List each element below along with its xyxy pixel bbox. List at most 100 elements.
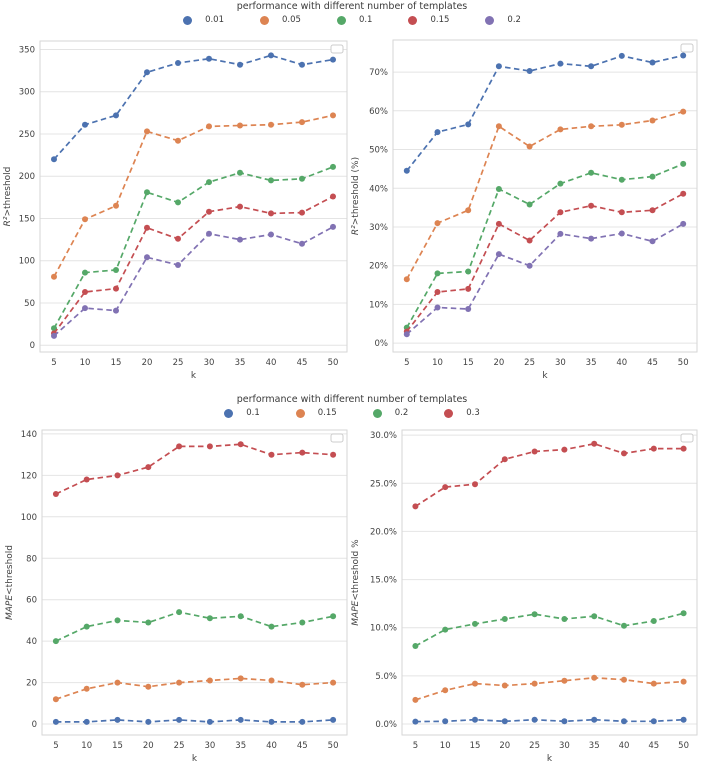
data-point bbox=[51, 332, 57, 339]
x-tick-label: 5 bbox=[404, 358, 409, 368]
x-tick-label: 5 bbox=[51, 358, 56, 368]
data-point bbox=[501, 456, 508, 463]
x-tick-label: 50 bbox=[678, 358, 689, 368]
data-point bbox=[113, 267, 119, 273]
data-point bbox=[649, 207, 656, 214]
data-point bbox=[330, 613, 337, 620]
series-line-0.2 bbox=[414, 612, 684, 647]
x-tick-label: 35 bbox=[586, 358, 597, 368]
data-point bbox=[680, 678, 687, 685]
x-tick-label: 30 bbox=[204, 358, 215, 368]
y-tick-label: 40% bbox=[369, 184, 388, 194]
y-tick-label: 30% bbox=[369, 223, 388, 233]
data-point bbox=[330, 56, 336, 63]
axes-border bbox=[401, 429, 698, 736]
x-tick-label: 5 bbox=[413, 741, 418, 751]
y-axis-label-math: MAPE bbox=[5, 595, 15, 620]
data-point bbox=[591, 440, 598, 447]
data-point bbox=[650, 618, 657, 624]
y-tick-label: 15.0% bbox=[370, 576, 397, 586]
x-tick-label: 30 bbox=[559, 741, 570, 751]
legend-top-title: performance with different number of tem… bbox=[236, 1, 468, 12]
data-point bbox=[113, 285, 119, 292]
x-tick-label: 10 bbox=[440, 741, 451, 751]
data-point bbox=[680, 108, 687, 115]
data-point bbox=[465, 285, 472, 292]
x-axis-label: k bbox=[547, 754, 553, 764]
data-point bbox=[465, 268, 472, 275]
legend-entry-label: 0.05 bbox=[282, 15, 301, 25]
data-point bbox=[618, 230, 625, 237]
y-axis-label: R²>threshold (%) bbox=[351, 157, 361, 235]
series-line-0.1 bbox=[53, 166, 334, 329]
data-point bbox=[588, 123, 595, 130]
series-line-0.1 bbox=[415, 718, 684, 723]
data-point bbox=[434, 289, 441, 295]
data-point bbox=[206, 615, 213, 622]
data-point bbox=[680, 52, 687, 59]
series-line-0.15 bbox=[55, 677, 334, 701]
data-point bbox=[403, 276, 410, 283]
y-tick-label: 300 bbox=[19, 88, 35, 98]
data-point bbox=[268, 121, 274, 128]
data-point bbox=[83, 718, 90, 725]
data-point bbox=[330, 451, 337, 458]
data-point bbox=[412, 503, 419, 510]
data-point bbox=[144, 128, 150, 135]
data-point bbox=[299, 240, 305, 247]
y-tick-label: 50% bbox=[369, 146, 388, 156]
data-point bbox=[145, 619, 152, 626]
data-point bbox=[618, 209, 625, 216]
legend-swatch-icon bbox=[183, 15, 193, 25]
data-point bbox=[561, 718, 568, 725]
data-point bbox=[82, 216, 88, 223]
data-point bbox=[237, 675, 244, 682]
y-tick-label: 120 bbox=[21, 471, 37, 481]
data-point bbox=[175, 60, 181, 66]
data-point bbox=[557, 60, 564, 67]
data-point bbox=[176, 716, 183, 723]
legend-entry: 0.3 bbox=[444, 408, 480, 418]
series-line-0.2 bbox=[53, 226, 334, 337]
data-point bbox=[434, 304, 441, 311]
y-tick-label: 0.0% bbox=[375, 720, 397, 730]
data-point bbox=[299, 61, 305, 68]
legend-bottom-entries: 0.1 0.15 0.2 0.3 bbox=[0, 408, 704, 418]
x-tick-label: 30 bbox=[204, 741, 215, 751]
legend-entry: 0.01 bbox=[183, 15, 224, 25]
x-tick-label: 40 bbox=[266, 741, 277, 751]
x-axis-label: k bbox=[192, 754, 198, 764]
data-point bbox=[82, 121, 88, 128]
x-tick-label: 10 bbox=[81, 741, 92, 751]
data-point bbox=[175, 137, 181, 144]
data-point bbox=[650, 718, 657, 725]
data-point bbox=[237, 203, 243, 210]
series-line-0.15 bbox=[406, 192, 684, 333]
data-point bbox=[299, 718, 306, 725]
legend-bottom-title: performance with different number of tem… bbox=[236, 394, 468, 405]
data-point bbox=[176, 443, 183, 450]
x-tick-label: 50 bbox=[328, 358, 339, 368]
legend-entry-label: 0.15 bbox=[430, 15, 450, 25]
data-point bbox=[434, 270, 441, 277]
data-point bbox=[680, 220, 687, 227]
y-axis-label-rest: >threshold (%) bbox=[351, 157, 361, 225]
data-point bbox=[649, 59, 656, 66]
data-point bbox=[557, 180, 564, 187]
y-axis-label-math: R² bbox=[3, 216, 13, 226]
x-tick-label: 45 bbox=[297, 741, 308, 751]
data-point bbox=[465, 207, 472, 214]
series-line-0.3 bbox=[55, 443, 334, 495]
data-point bbox=[145, 683, 152, 690]
y-tick-label: 10% bbox=[369, 300, 388, 310]
legend-swatch-icon bbox=[444, 408, 454, 418]
data-point bbox=[531, 611, 538, 618]
data-point bbox=[495, 123, 502, 130]
data-point bbox=[591, 613, 598, 620]
data-point bbox=[472, 481, 478, 488]
legend-entry-label: 0.01 bbox=[205, 15, 224, 25]
legend-swatch-icon bbox=[336, 15, 346, 25]
data-point bbox=[52, 718, 59, 725]
